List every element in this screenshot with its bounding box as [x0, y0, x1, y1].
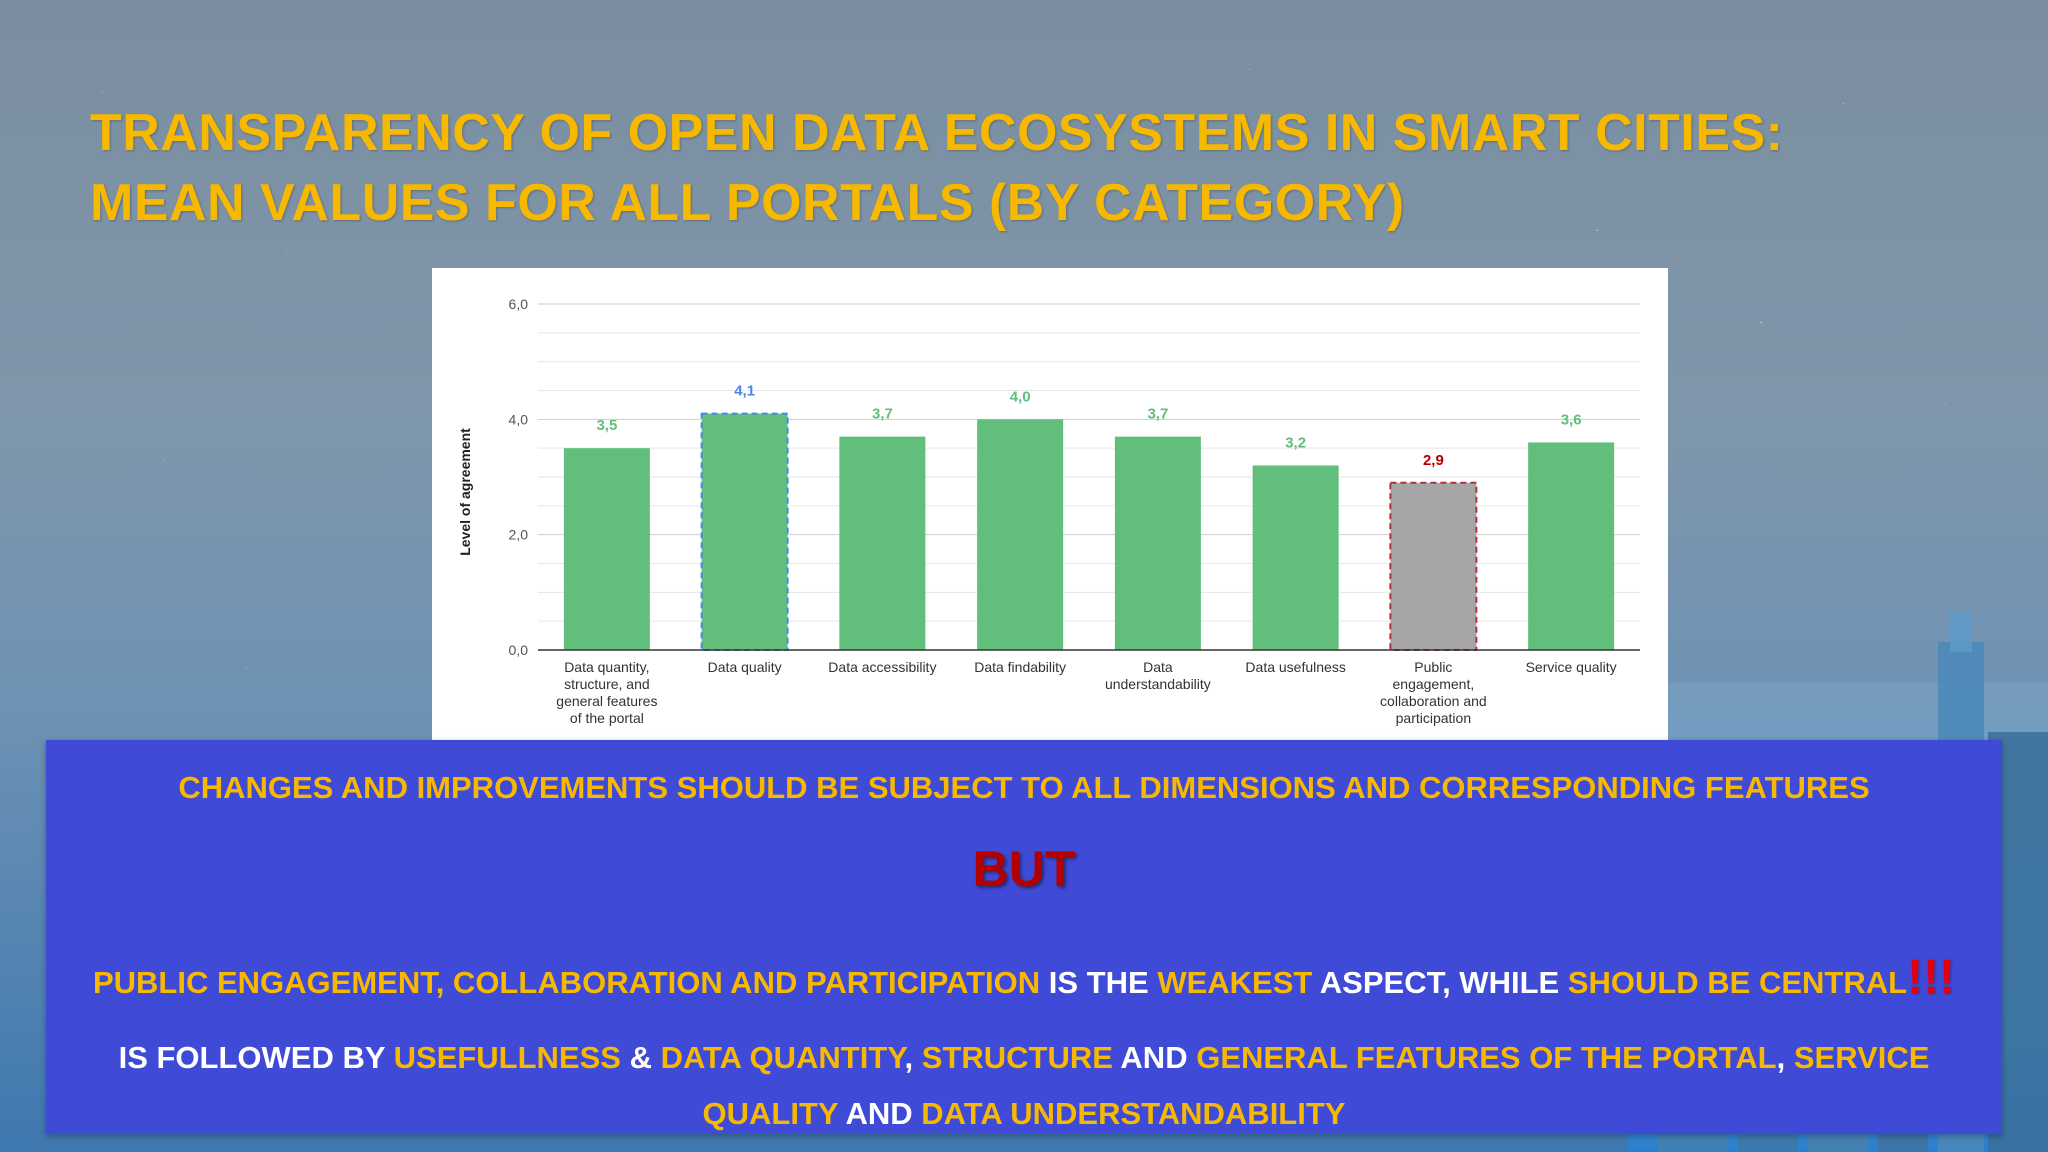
line4-text-c: &: [620, 1040, 661, 1075]
line4-text-g: AND: [1112, 1040, 1197, 1075]
bar: [700, 412, 789, 651]
conclusion-line-1: CHANGES AND IMPROVEMENTS SHOULD BE SUBJE…: [178, 770, 1870, 805]
bar: [977, 419, 1064, 650]
conclusion-but: BUT: [972, 841, 1076, 897]
structure-text: STRUCTURE: [921, 1040, 1113, 1075]
data-quantity-text: DATA QUANTITY: [660, 1040, 905, 1075]
should-be-central-text: SHOULD BE CENTRAL: [1567, 965, 1908, 1000]
x-category-label: Data understandability: [1105, 659, 1211, 692]
conclusion-line-4: IS FOLLOWED BY USEFULLNESS & DATA QUANTI…: [46, 1030, 2002, 1142]
line4-text-k: AND: [838, 1096, 922, 1131]
bar-value-label: 3,7: [872, 406, 893, 423]
weakest-text: WEAKEST: [1157, 965, 1313, 1000]
conclusion-line-3: PUBLIC ENGAGEMENT, COLLABORATION AND PAR…: [46, 950, 2002, 1005]
line4-text-i: ,: [1776, 1040, 1794, 1075]
data-understandability-text: DATA UNDERSTANDABILITY: [921, 1096, 1346, 1131]
slide-title: TRANSPARENCY OF OPEN DATA ECOSYSTEMS IN …: [90, 98, 1990, 238]
conclusion-box: CHANGES AND IMPROVEMENTS SHOULD BE SUBJE…: [46, 740, 2002, 1134]
bar-value-label: 2,9: [1423, 452, 1444, 469]
line4-text-a: IS FOLLOWED BY: [118, 1040, 394, 1075]
bar-chart: 0,0 2,0 4,0 6,0 Level of agreement 3,5 Data qu…: [457, 296, 1640, 726]
usefullness-text: USEFULLNESS: [393, 1040, 621, 1075]
bar-value-label: 3,7: [1147, 406, 1168, 423]
bar-value-label: 3,6: [1561, 411, 1582, 428]
line3-text-b: IS THE: [1040, 965, 1158, 1000]
weakest-aspect-text: PUBLIC ENGAGEMENT, COLLABORATION AND PAR…: [92, 965, 1041, 1000]
bar-value-label: 3,5: [596, 417, 617, 434]
exclamation-marks: !!!: [1907, 951, 1956, 1004]
x-category-label: Data quantity, structure, and general feat…: [556, 659, 657, 726]
y-tick-label: 6,0: [509, 296, 529, 312]
line4-text-e: ,: [904, 1040, 922, 1075]
bar-chart-panel: 0,0 2,0 4,0 6,0 Level of agreement 3,5 Data qu…: [432, 268, 1668, 740]
x-category-label: Service quality: [1526, 659, 1617, 675]
x-category-label: Data quality: [708, 659, 782, 675]
x-category-label: Public engagement, collaboration and partic…: [1380, 659, 1487, 726]
y-tick-label: 2,0: [509, 527, 529, 543]
bar: [1114, 436, 1201, 650]
bar-value-label: 4,0: [1010, 388, 1031, 405]
bar: [1528, 442, 1615, 650]
general-features-text: GENERAL FEATURES OF THE PORTAL: [1196, 1040, 1777, 1075]
line3-text-d: ASPECT, WHILE: [1312, 965, 1568, 1000]
bar: [1389, 481, 1478, 651]
x-category-label: Data usefulness: [1245, 659, 1345, 675]
bar-value-label: 3,2: [1285, 434, 1306, 451]
y-axis-label: Level of agreement: [457, 428, 473, 556]
slide-title-line1: TRANSPARENCY OF OPEN DATA ECOSYSTEMS IN …: [90, 104, 1784, 162]
y-tick-label: 0,0: [509, 642, 529, 658]
slide-title-line2: MEAN VALUES FOR ALL PORTALS (BY CATEGORY…: [90, 174, 1405, 232]
service-quality-text: SERVICE QUALITY: [702, 1040, 1930, 1131]
bar-value-label: 4,1: [734, 383, 755, 400]
y-tick-label: 4,0: [509, 411, 529, 427]
bar: [1252, 465, 1339, 650]
bar: [839, 436, 926, 650]
x-category-label: Data findability: [974, 659, 1066, 675]
x-category-label: Data accessibility: [828, 659, 936, 675]
bar: [563, 448, 650, 650]
